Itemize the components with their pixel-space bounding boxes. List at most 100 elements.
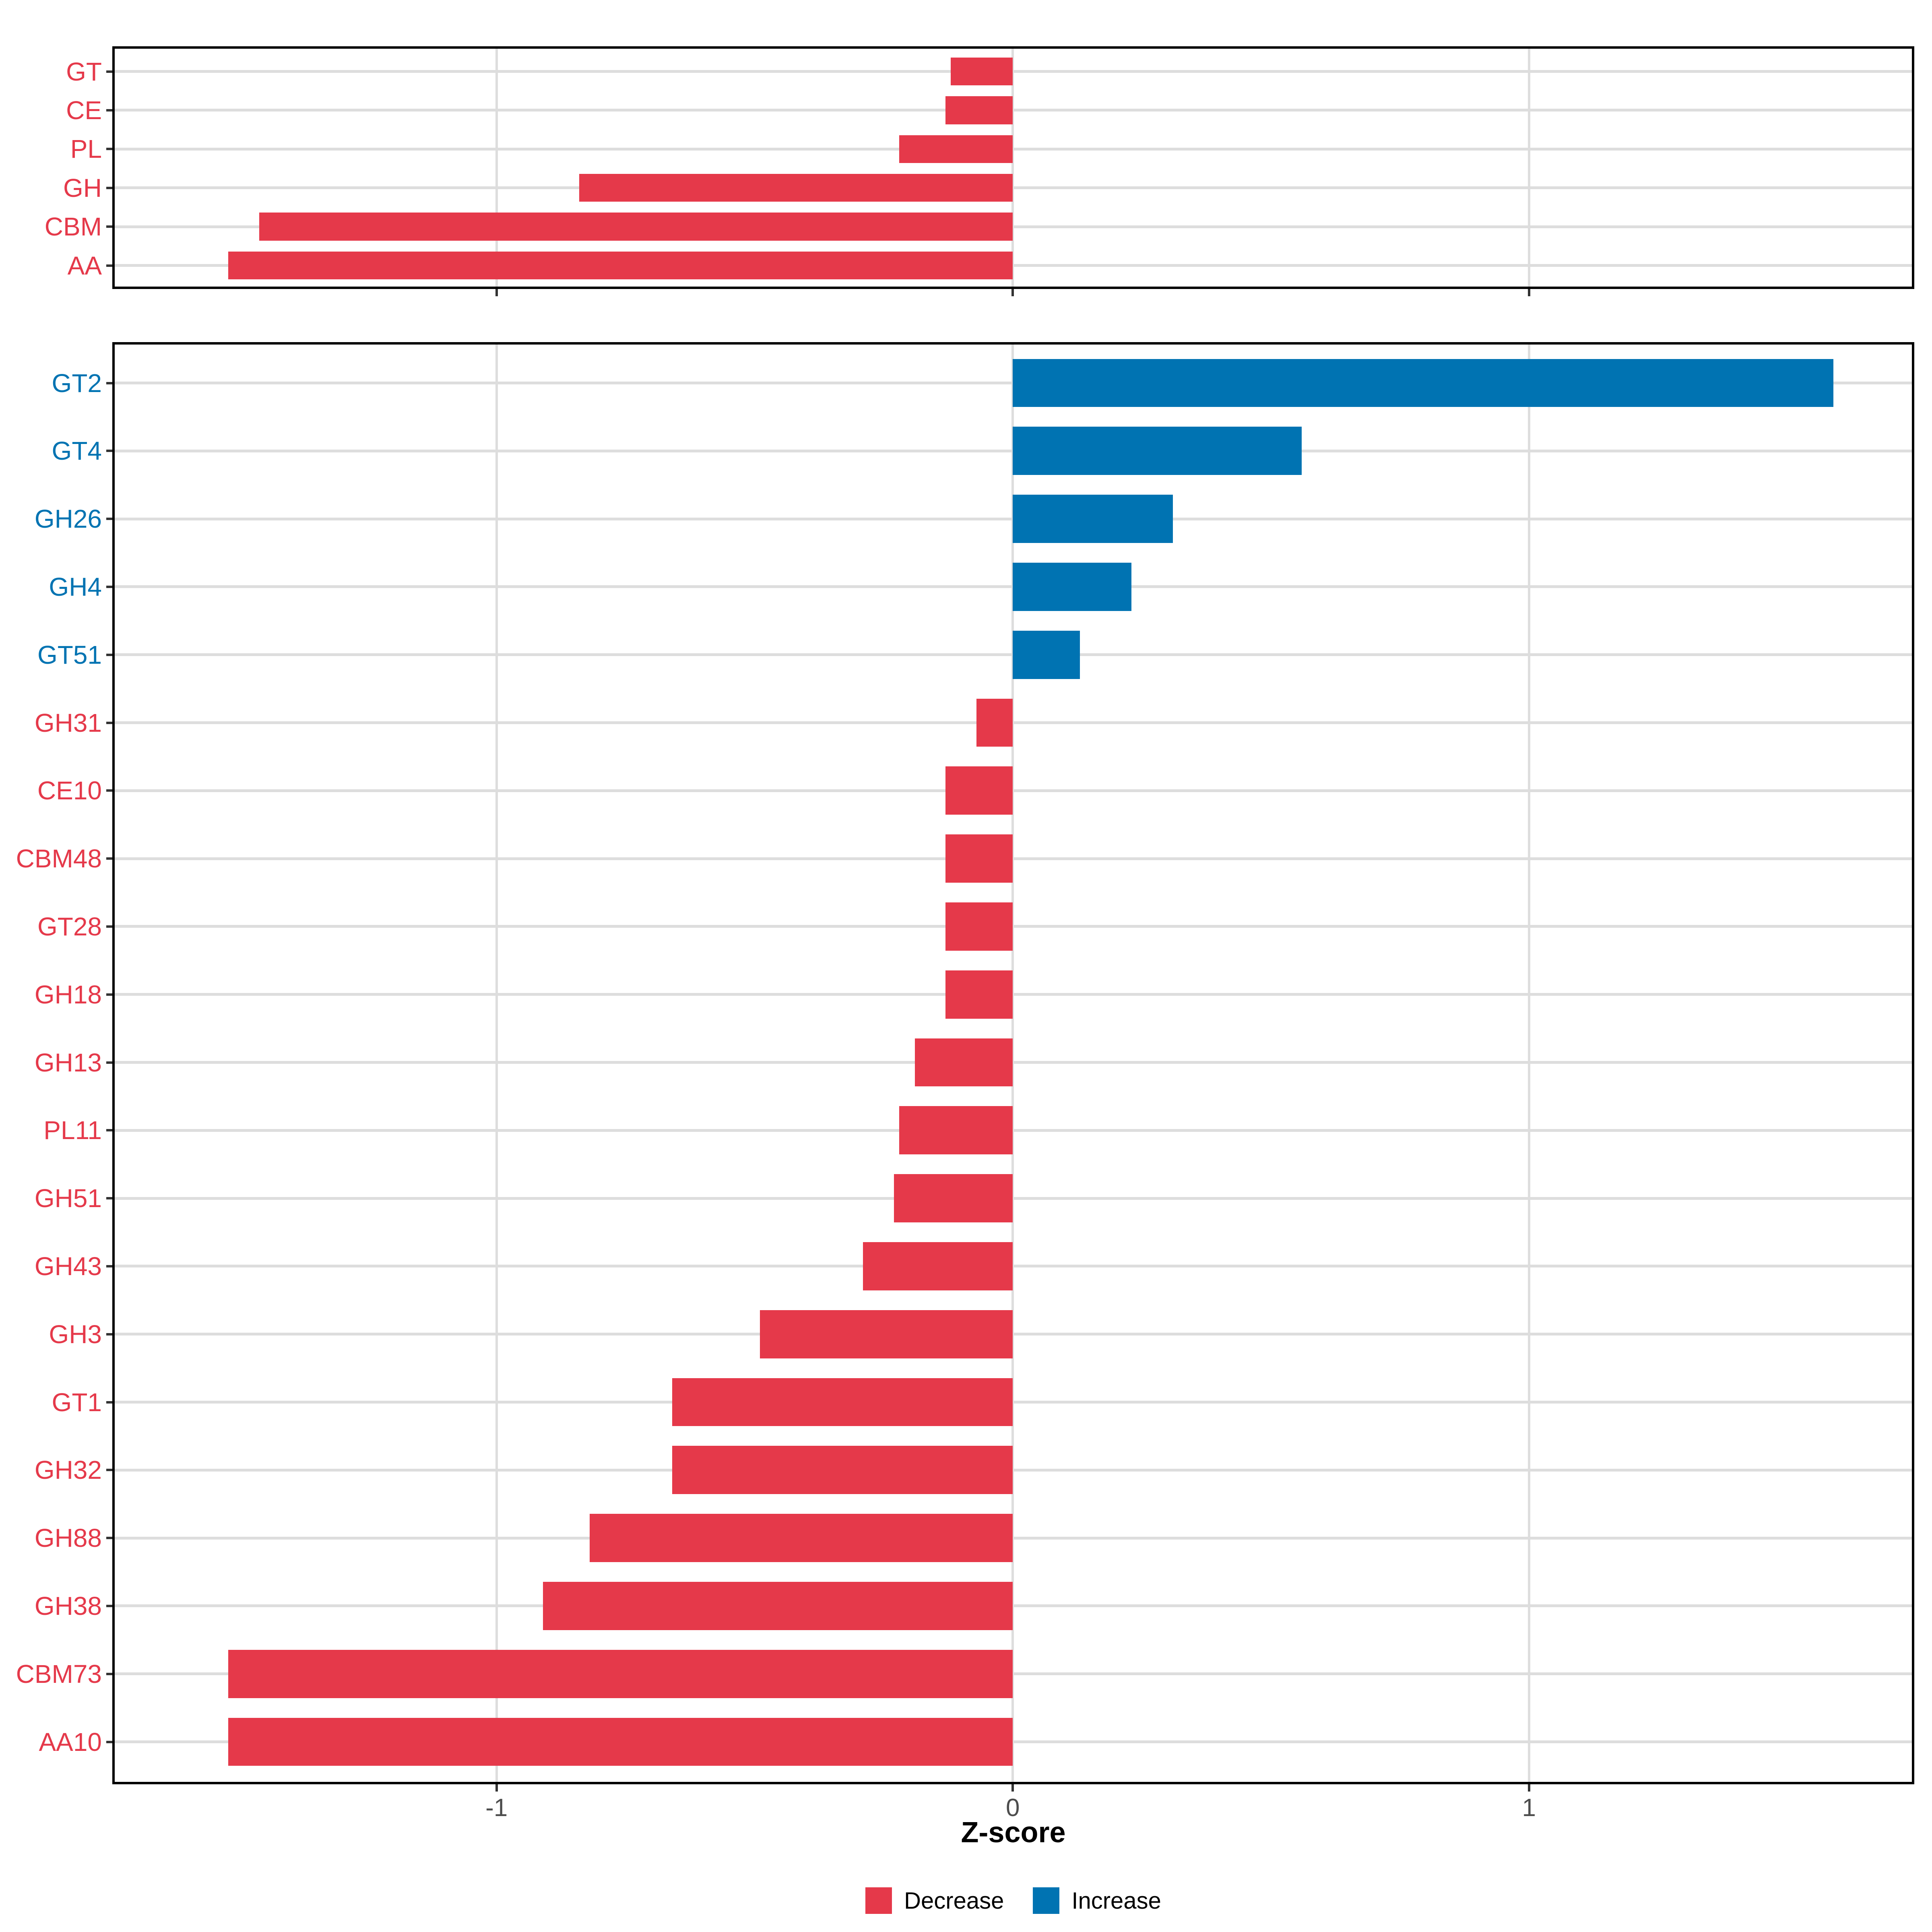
y-tick-pl11 xyxy=(106,1129,114,1132)
y-label-gt: GT xyxy=(66,57,102,86)
y-tick-aa xyxy=(106,264,114,267)
gridline-x--1 xyxy=(495,343,498,1783)
y-tick-gh3 xyxy=(106,1333,114,1335)
y-tick-aa10 xyxy=(106,1740,114,1743)
y-label-gh51: GH51 xyxy=(34,1184,102,1213)
gridline-x-0 xyxy=(1011,47,1014,288)
y-tick-gh xyxy=(106,186,114,189)
x-tick--1 xyxy=(495,1784,498,1792)
y-label-gt1: GT1 xyxy=(52,1387,102,1417)
bar-gh26 xyxy=(1013,495,1173,543)
y-tick-gh32 xyxy=(106,1469,114,1472)
bar-gh4 xyxy=(1013,562,1132,611)
bar-pl xyxy=(899,135,1013,163)
gridline-x-1 xyxy=(1527,343,1530,1783)
y-tick-gh31 xyxy=(106,721,114,724)
bar-cbm73 xyxy=(228,1649,1013,1698)
bar-ce10 xyxy=(945,766,1013,815)
y-label-gt4: GT4 xyxy=(52,436,102,466)
gridline-x--1 xyxy=(495,47,498,288)
y-tick-ce10 xyxy=(106,789,114,792)
x-tick-0 xyxy=(1011,1784,1014,1792)
top-panel-border xyxy=(112,46,1914,289)
x-axis-title: Z-score xyxy=(961,1816,1066,1849)
x-tick-1 xyxy=(1527,289,1530,296)
y-label-pl11: PL11 xyxy=(43,1116,102,1145)
y-tick-pl xyxy=(106,148,114,151)
bar-gt1 xyxy=(672,1378,1013,1426)
y-label-gh88: GH88 xyxy=(34,1523,102,1553)
y-label-cbm48: CBM48 xyxy=(16,844,102,873)
bar-gt28 xyxy=(945,902,1013,951)
y-label-gh3: GH3 xyxy=(49,1319,102,1349)
y-label-gh43: GH43 xyxy=(34,1251,102,1281)
bar-gh43 xyxy=(863,1242,1013,1290)
legend-swatch-decrease xyxy=(865,1887,892,1914)
bottom-panel-border xyxy=(112,342,1914,1784)
y-label-gh18: GH18 xyxy=(34,980,102,1009)
gridline-x-0 xyxy=(1011,343,1014,1783)
y-tick-gh43 xyxy=(106,1265,114,1267)
bar-gh3 xyxy=(760,1310,1013,1358)
y-tick-ce xyxy=(106,109,114,111)
y-label-gh38: GH38 xyxy=(34,1591,102,1620)
y-label-gt28: GT28 xyxy=(37,912,102,941)
y-label-pl: PL xyxy=(70,134,102,164)
bar-gh xyxy=(579,173,1013,202)
x-tick-0 xyxy=(1011,289,1014,296)
y-tick-gt51 xyxy=(106,653,114,656)
legend-label-decrease: Decrease xyxy=(904,1887,1004,1914)
legend: Decrease Increase xyxy=(95,1880,1932,1921)
legend-swatch-increase xyxy=(1033,1887,1060,1914)
x-tick-label-0: 0 xyxy=(1005,1794,1020,1822)
y-label-cbm: CBM xyxy=(44,212,102,242)
legend-label-increase: Increase xyxy=(1071,1887,1161,1914)
bar-ce xyxy=(945,96,1013,124)
x-tick-1 xyxy=(1527,1784,1530,1792)
x-tick--1 xyxy=(495,289,498,296)
bar-aa10 xyxy=(228,1717,1013,1766)
y-tick-gh18 xyxy=(106,993,114,996)
bar-gt2 xyxy=(1013,359,1834,407)
y-tick-gt2 xyxy=(106,382,114,384)
bar-cbm xyxy=(259,213,1013,241)
y-tick-gh88 xyxy=(106,1537,114,1540)
y-label-gh32: GH32 xyxy=(34,1455,102,1485)
y-label-gh13: GH13 xyxy=(34,1048,102,1077)
bar-gh88 xyxy=(589,1514,1013,1563)
y-tick-gh26 xyxy=(106,518,114,520)
y-label-gh31: GH31 xyxy=(34,708,102,737)
legend-item-increase: Increase xyxy=(1033,1887,1161,1914)
bar-gt xyxy=(951,57,1013,86)
x-tick-label-1: 1 xyxy=(1522,1794,1536,1822)
y-label-ce: CE xyxy=(66,95,102,125)
y-tick-gh13 xyxy=(106,1061,114,1064)
y-label-gh4: GH4 xyxy=(49,572,102,601)
bar-gh31 xyxy=(976,698,1013,747)
y-label-gh26: GH26 xyxy=(34,504,102,534)
x-tick-label--1: -1 xyxy=(485,1794,508,1822)
y-label-ce10: CE10 xyxy=(37,776,102,805)
bar-gt51 xyxy=(1013,630,1080,679)
bar-gh32 xyxy=(672,1446,1013,1494)
y-label-gt2: GT2 xyxy=(52,368,102,398)
y-label-aa: AA xyxy=(67,251,102,280)
y-tick-gt28 xyxy=(106,925,114,928)
y-tick-gt1 xyxy=(106,1401,114,1404)
y-tick-gt xyxy=(106,70,114,73)
gridline-x-1 xyxy=(1527,47,1530,288)
y-label-cbm73: CBM73 xyxy=(16,1659,102,1688)
y-tick-cbm73 xyxy=(106,1672,114,1675)
y-tick-gh4 xyxy=(106,585,114,588)
bar-gh18 xyxy=(945,970,1013,1019)
bar-gh13 xyxy=(914,1038,1013,1087)
y-label-aa10: AA10 xyxy=(39,1727,102,1757)
legend-item-decrease: Decrease xyxy=(865,1887,1004,1914)
y-label-gh: GH xyxy=(63,173,102,202)
bar-cbm48 xyxy=(945,834,1013,883)
y-tick-cbm xyxy=(106,225,114,228)
y-tick-gh51 xyxy=(106,1197,114,1200)
bar-pl11 xyxy=(899,1106,1013,1155)
y-tick-cbm48 xyxy=(106,857,114,860)
